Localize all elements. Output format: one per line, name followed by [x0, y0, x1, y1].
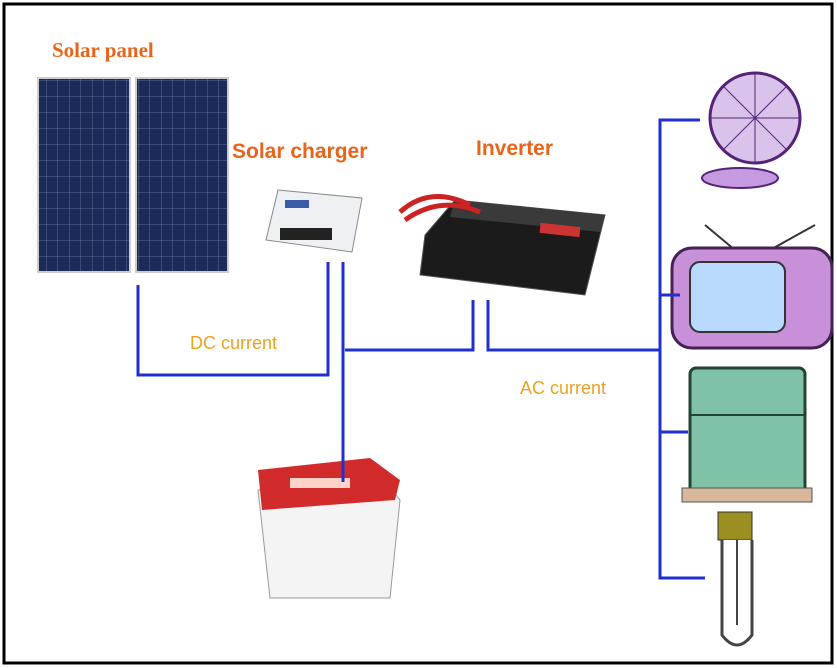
battery	[258, 458, 400, 598]
label: Inverter	[476, 137, 553, 160]
bulb	[718, 512, 752, 645]
label: DC current	[190, 333, 277, 353]
diagram: Solar panel Solar charger Inverter DC cu…	[0, 0, 837, 668]
label: AC current	[520, 378, 606, 398]
label: Solar charger	[232, 140, 367, 163]
label: Solar panel	[52, 38, 154, 62]
fridge	[682, 368, 812, 502]
